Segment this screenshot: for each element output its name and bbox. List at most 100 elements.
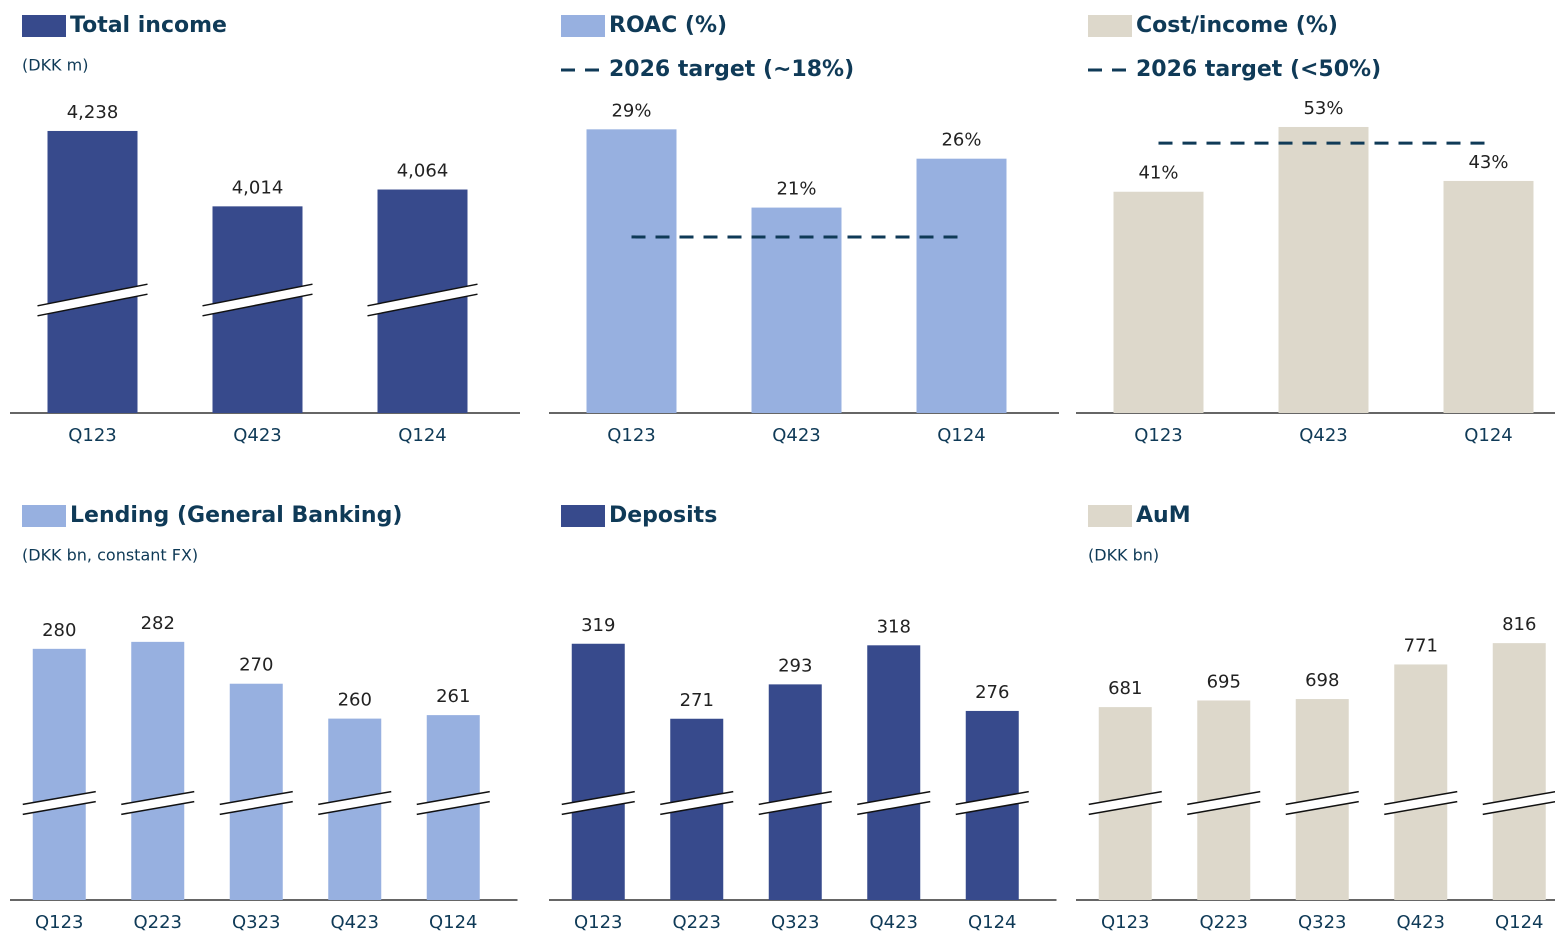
legend-label: AuM [1136, 503, 1191, 528]
axis-break [561, 791, 635, 815]
axis-break [1088, 790, 1162, 806]
axis-break [1384, 790, 1458, 806]
axis-break [1482, 801, 1555, 816]
x-tick-label: Q124 [1495, 912, 1544, 933]
axis-break [367, 283, 478, 307]
axis-break [1187, 790, 1261, 806]
axis-break [660, 790, 734, 806]
x-tick-label: Q323 [1298, 912, 1347, 933]
axis-break [1285, 800, 1359, 816]
bar [1443, 180, 1534, 413]
axis-break [22, 791, 96, 815]
value-label: 698 [1305, 670, 1339, 691]
value-label: 53% [1303, 98, 1343, 119]
axis-break [1187, 791, 1261, 815]
axis-break [37, 284, 148, 316]
x-tick-label: Q124 [937, 425, 986, 446]
value-label: 816 [1502, 614, 1536, 635]
bar [32, 648, 86, 900]
bar [916, 158, 1007, 413]
axis-break [416, 790, 490, 806]
legend-swatch [22, 15, 66, 37]
legend-swatch [561, 505, 605, 527]
x-tick-label: Q423 [1299, 425, 1348, 446]
axis-break [318, 800, 392, 816]
legend-label: Cost/income (%) [1136, 13, 1338, 38]
x-tick-label: Q323 [771, 912, 820, 933]
value-label: 26% [941, 130, 981, 151]
legend-swatch [1088, 15, 1132, 37]
axis-break [857, 790, 931, 806]
value-label: 293 [778, 655, 812, 676]
axis-break [660, 800, 734, 816]
value-label: 280 [42, 620, 76, 641]
x-tick-label: Q123 [35, 912, 84, 933]
axis-break [758, 800, 832, 816]
bar [131, 641, 185, 900]
x-tick-label: Q124 [968, 912, 1017, 933]
axis-break [37, 293, 148, 317]
legend-label: Deposits [609, 503, 717, 528]
axis-break [955, 790, 1029, 806]
x-tick-label: Q423 [330, 912, 379, 933]
axis-break [1088, 791, 1162, 815]
axis-break [416, 800, 490, 816]
axis-break [561, 790, 635, 806]
legend-label: Lending (General Banking) [70, 503, 402, 528]
value-label: 771 [1404, 635, 1438, 656]
bar [1278, 126, 1369, 413]
axis-break [318, 790, 392, 806]
axis-break [367, 284, 478, 316]
axis-break [202, 284, 313, 316]
x-tick-label: Q423 [772, 425, 821, 446]
legend-swatch [1088, 505, 1132, 527]
x-tick-label: Q123 [1134, 425, 1183, 446]
value-label: 261 [436, 686, 470, 707]
x-tick-label: Q223 [133, 912, 182, 933]
legend-label: Total income [70, 13, 227, 38]
value-label: 21% [776, 179, 816, 200]
axis-break [955, 800, 1029, 816]
axis-break [202, 283, 313, 307]
x-tick-label: Q124 [398, 425, 447, 446]
bar [586, 129, 677, 413]
axis-break [1088, 800, 1162, 816]
axis-break [660, 791, 734, 815]
bar [1394, 664, 1448, 900]
subtitle: (DKK bn, constant FX) [22, 546, 198, 565]
x-tick-label: Q124 [1464, 425, 1513, 446]
x-tick-label: Q223 [1199, 912, 1248, 933]
value-label: 41% [1138, 163, 1178, 184]
axis-break [1285, 791, 1359, 815]
value-label: 282 [141, 613, 175, 634]
x-tick-label: Q423 [1396, 912, 1445, 933]
bar [1113, 191, 1204, 413]
axis-break [22, 800, 96, 816]
x-tick-label: Q423 [233, 425, 282, 446]
value-label: 271 [680, 690, 714, 711]
axis-break [367, 293, 478, 317]
axis-break [121, 791, 195, 815]
axis-break [202, 293, 313, 317]
value-label: 319 [581, 615, 615, 636]
axis-break [121, 800, 195, 816]
bar [1492, 643, 1546, 900]
value-label: 695 [1207, 671, 1241, 692]
x-tick-label: Q423 [869, 912, 918, 933]
axis-break [416, 791, 490, 815]
legend-label: 2026 target (<50%) [1136, 57, 1381, 82]
value-label: 276 [975, 682, 1009, 703]
axis-break [219, 791, 293, 815]
bar [571, 643, 625, 900]
x-tick-label: Q123 [607, 425, 656, 446]
x-tick-label: Q124 [429, 912, 478, 933]
bar [867, 645, 921, 900]
x-tick-label: Q123 [68, 425, 117, 446]
axis-break [1384, 791, 1458, 815]
value-label: 270 [239, 655, 273, 676]
axis-break [22, 790, 96, 806]
axis-break [121, 790, 195, 806]
axis-break [1482, 791, 1555, 815]
legend-swatch [561, 15, 605, 37]
